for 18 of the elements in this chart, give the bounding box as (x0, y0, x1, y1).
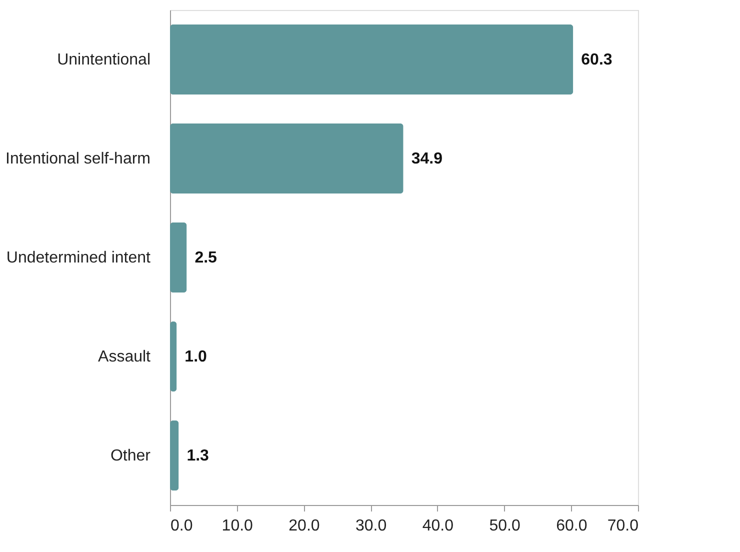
x-tick-label: 10.0 (222, 518, 254, 534)
y-tick-label: Assault (98, 348, 152, 366)
y-tick-label: Unintentional (57, 52, 150, 68)
data-label: 1.0 (184, 348, 208, 366)
x-tick-label: 0.0 (170, 518, 193, 534)
x-tick-label: 40.0 (422, 518, 454, 534)
x-tick-label: 50.0 (489, 518, 520, 534)
data-label: 2.5 (194, 250, 218, 266)
data-label: 1.3 (186, 448, 210, 464)
y-tick-label: Intentional self-harm (6, 150, 150, 168)
x-tick-label: 60.0 (556, 518, 588, 534)
data-label: 60.3 (581, 52, 612, 68)
data-label: 34.9 (411, 150, 443, 168)
x-tick-label: 70.0 (607, 518, 639, 534)
y-tick-label: Other (110, 448, 152, 464)
y-tick-label: Undetermined intent (6, 250, 152, 266)
x-tick-label: 30.0 (356, 518, 387, 534)
x-tick-label: 20.0 (288, 518, 320, 534)
